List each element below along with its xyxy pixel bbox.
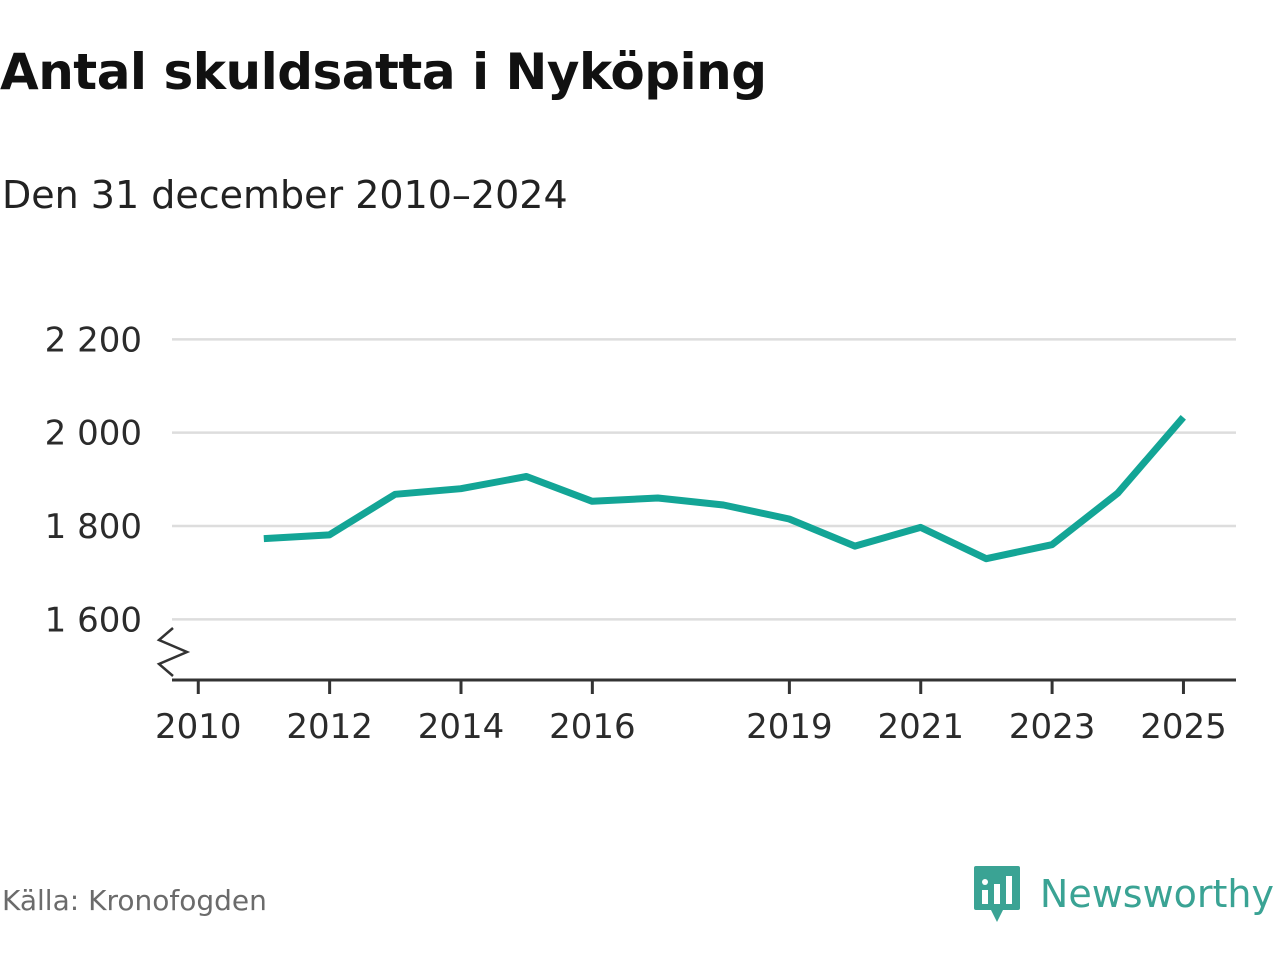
x-tick-label: 2016 <box>549 707 636 747</box>
newsworthy-speech-bubble-bar-chart-icon <box>973 866 1020 922</box>
series-line <box>263 415 1186 563</box>
brand-name: Newsworthy <box>1039 872 1274 916</box>
series-layer <box>263 415 1186 563</box>
chart-title: Antal skuldsatta i Nyköping <box>0 43 767 101</box>
x-tick-label: 2021 <box>877 707 964 747</box>
y-axis-break-icon <box>156 627 191 677</box>
x-tick-label: 2025 <box>1140 707 1227 747</box>
x-tick-label: 2023 <box>1009 707 1096 747</box>
y-axis-labels: 1 600 1 800 2 000 2 200 <box>45 320 191 677</box>
x-tick-label: 2014 <box>418 707 505 747</box>
grid-lines <box>172 338 1236 621</box>
y-tick-label: 2 000 <box>45 414 142 454</box>
chart-subtitle: Den 31 december 2010–2024 <box>2 173 568 217</box>
brand-mark: Newsworthy <box>972 862 1274 926</box>
x-tick-label: 2019 <box>746 707 833 747</box>
y-tick-label: 1 800 <box>45 507 142 547</box>
x-axis: 2010 2012 2014 2016 2019 2021 2023 2025 <box>155 678 1236 747</box>
y-tick-label: 2 200 <box>45 320 142 360</box>
x-tick-label: 2012 <box>286 707 373 747</box>
y-tick-label: 1 600 <box>45 600 142 640</box>
x-tick-label: 2010 <box>155 707 242 747</box>
source-note: Källa: Kronofogden <box>2 884 267 917</box>
